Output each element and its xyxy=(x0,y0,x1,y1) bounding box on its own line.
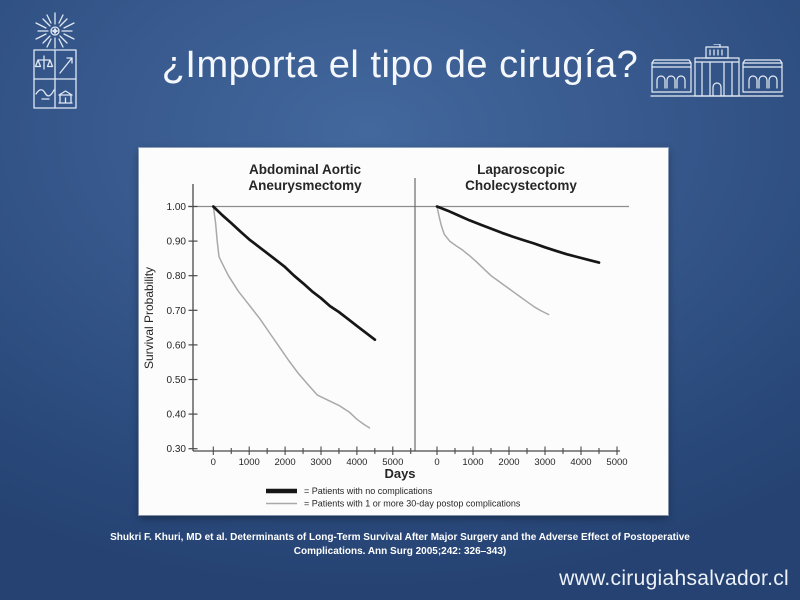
panel-title: Abdominal Aortic xyxy=(249,162,361,177)
y-tick-label: 0.70 xyxy=(167,306,187,317)
panel-title: Cholecystectomy xyxy=(465,178,577,193)
x-tick-label: 5000 xyxy=(382,457,403,468)
survival-chart: 1.00 0.90 0.80 0.70 0.60 0.50 0.40 0.30 0 1000 200… xyxy=(142,162,629,509)
legend-label: = Patients with 1 or more 30-day postop … xyxy=(304,499,521,509)
x-tick-label: 4000 xyxy=(570,457,591,468)
website-url: www.cirugiahsalvador.cl xyxy=(559,567,789,590)
legend-label: = Patients with no complications xyxy=(304,486,433,496)
x-tick-label: 1000 xyxy=(462,457,483,468)
y-tick-label: 0.30 xyxy=(167,444,187,455)
x-tick-label: 2000 xyxy=(498,457,519,468)
slide-title: ¿Importa el tipo de cirugía? xyxy=(161,44,639,86)
x-tick-label: 1000 xyxy=(239,457,260,468)
panel-title: Aneurysmectomy xyxy=(248,178,362,193)
survival-chart-panel: 1.00 0.90 0.80 0.70 0.60 0.50 0.40 0.30 0 1000 200… xyxy=(139,148,668,515)
y-axis-title: Survival Probability xyxy=(142,267,156,369)
y-tick-label: 0.90 xyxy=(167,237,187,248)
survival-curve-aneurysmectomy-complications xyxy=(212,205,371,429)
y-tick-label: 0.40 xyxy=(167,410,187,421)
y-tick-label: 0.80 xyxy=(167,271,187,282)
y-tick-label: 0.60 xyxy=(167,340,187,351)
x-tick-label: 4000 xyxy=(346,457,367,468)
survival-curve-cholecystectomy-no-complications xyxy=(435,205,601,264)
x-axis-title: Days xyxy=(384,466,415,481)
y-tick-label: 0.50 xyxy=(167,375,187,386)
x-tick-label: 0 xyxy=(434,457,439,468)
x-tick-label: 3000 xyxy=(310,457,331,468)
hospital-building-icon xyxy=(650,44,784,97)
citation-line-2: Complications. Ann Surg 2005;242: 326–34… xyxy=(293,546,507,557)
y-tick-label: 1.00 xyxy=(167,202,187,213)
citation-line-1: Shukri F. Khuri, MD et al. Determinants … xyxy=(110,532,690,543)
x-tick-label: 2000 xyxy=(275,457,296,468)
panel-title: Laparoscopic xyxy=(477,162,565,177)
x-tick-label: 0 xyxy=(211,457,216,468)
x-tick-label: 3000 xyxy=(534,457,555,468)
survival-curve-aneurysmectomy-no-complications xyxy=(211,205,377,342)
university-crest-icon xyxy=(33,12,77,109)
citation: Shukri F. Khuri, MD et al. Determinants … xyxy=(0,531,800,559)
x-tick-label: 5000 xyxy=(606,457,627,468)
survival-curve-cholecystectomy-complications xyxy=(436,205,550,316)
